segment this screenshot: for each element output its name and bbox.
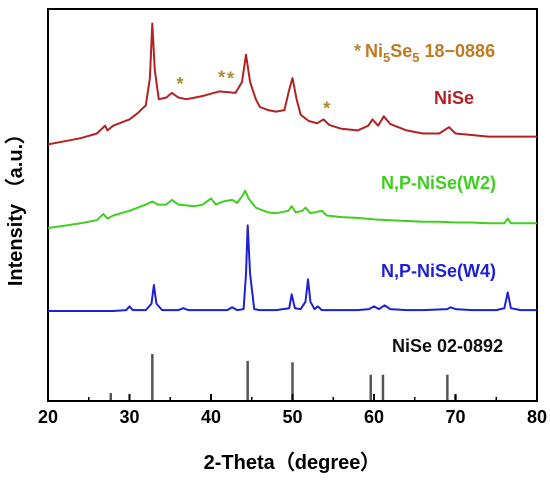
x-tick-label: 70 <box>445 407 465 427</box>
series-line-1 <box>47 189 537 229</box>
series-label-w4: N,P-NiSe(W4) <box>381 261 496 281</box>
x-tick-label: 50 <box>282 407 302 427</box>
x-tick-label: 20 <box>38 407 58 427</box>
series-layer <box>47 22 537 312</box>
impurity-markers-layer: * * ** <box>177 68 331 119</box>
x-tick-label: 80 <box>527 407 547 427</box>
impurity-marker: * <box>323 99 330 119</box>
impurity-marker: * <box>227 68 234 88</box>
marker-legend-text: Ni5Se5 18−0886 <box>365 41 495 65</box>
x-tick-label: 40 <box>201 407 221 427</box>
y-axis-title: Intensity （a.u.） <box>4 124 27 286</box>
x-ticks-layer: 20 30 40 50 60 70 80 <box>38 394 547 427</box>
series-line-2 <box>48 224 537 312</box>
reference-label: NiSe 02-0892 <box>392 336 503 356</box>
impurity-marker: * <box>218 68 225 88</box>
marker-legend: * Ni5Se5 18−0886 <box>354 41 495 65</box>
series-label-nise: NiSe <box>434 88 474 108</box>
x-tick-label: 30 <box>119 407 139 427</box>
x-axis-title: 2-Theta（degree） <box>204 451 381 474</box>
series-label-w2: N,P-NiSe(W2) <box>381 173 496 193</box>
series-line-0 <box>47 22 537 146</box>
x-tick-label: 60 <box>364 407 384 427</box>
marker-legend-star: * <box>354 41 361 61</box>
impurity-marker: * <box>177 74 184 94</box>
reference-lines-layer <box>109 354 457 400</box>
